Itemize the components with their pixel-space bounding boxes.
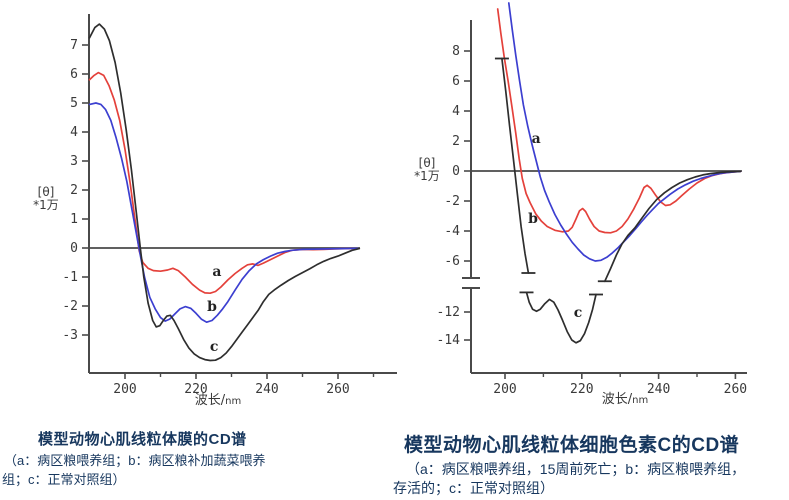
left-chart-caption-line1: （a：病区粮喂养组；b：病区粮补加蔬菜喂养 xyxy=(4,453,266,468)
y-axis-unit-label: [θ] xyxy=(419,156,436,170)
y-tick-label: 0 xyxy=(452,164,460,179)
y-tick-label: -2 xyxy=(444,194,460,209)
series-b xyxy=(88,102,359,324)
chart-left: 7 6 5 4 3 2 1 0 -1 -2 -3 [θ]*1万 200 220 240 260 波长/nm a b c xyxy=(33,14,397,408)
y-tick-label: -14 xyxy=(437,333,461,348)
y-tick-label: -12 xyxy=(437,305,460,320)
x-tick-label: 220 xyxy=(570,382,593,397)
x-axis-label: 波长/nm xyxy=(195,393,241,408)
right-chart-caption-line1: （a：病区粮喂养组，15周前死亡；b：病区粮喂养组， xyxy=(406,461,746,477)
y-tick-label: 4 xyxy=(452,104,460,119)
x-tick-label: 240 xyxy=(647,382,670,397)
x-tick-label: 240 xyxy=(255,382,278,397)
y-tick-label: 1 xyxy=(70,212,78,227)
curve-label-b: b xyxy=(528,211,538,227)
y-tick-label: 3 xyxy=(70,154,78,169)
series-a xyxy=(88,71,359,295)
curve-label-c: c xyxy=(210,339,219,355)
y-tick-label: -3 xyxy=(62,328,78,343)
y-tick-label: -2 xyxy=(62,299,78,314)
right-chart-caption-line2: 存活的；c：正常对照组） xyxy=(393,480,554,496)
series-b xyxy=(507,2,742,262)
series-c xyxy=(501,57,530,274)
y-tick-label: -4 xyxy=(444,224,460,239)
y-axis-unit-label: [θ] xyxy=(38,185,55,199)
left-chart-title: 模型动物心肌线粒体膜的CD谱 xyxy=(38,431,247,448)
y-tick-label: -6 xyxy=(444,254,460,269)
series-c xyxy=(603,170,742,283)
x-tick-label: 260 xyxy=(326,382,349,397)
right-chart-title: 模型动物心肌线粒体细胞色素C的CD谱 xyxy=(404,435,740,456)
x-tick-label: 260 xyxy=(724,382,747,397)
y-tick-label: -1 xyxy=(62,270,78,285)
curve-label-c: c xyxy=(574,305,583,321)
x-axis-label: 波长/nm xyxy=(602,392,648,407)
curve-label-b: b xyxy=(207,299,217,315)
y-tick-label: 8 xyxy=(452,44,460,59)
y-tick-label: 4 xyxy=(70,125,78,140)
y-tick-label: 0 xyxy=(70,241,78,256)
y-tick-label: 2 xyxy=(452,134,460,149)
y-tick-label: 5 xyxy=(70,96,78,111)
series-c xyxy=(88,23,361,362)
x-tick-label: 220 xyxy=(184,382,207,397)
y-axis-unit-label: *1万 xyxy=(414,169,440,183)
series-c xyxy=(525,291,597,344)
chart-right: 8 6 4 2 0 -2 -4 -6 -12 -14 [θ]*1万 200 220 240 260 波长/nm… xyxy=(414,2,747,407)
y-tick-label: 6 xyxy=(70,67,78,82)
y-tick-label: 2 xyxy=(70,183,78,198)
x-tick-label: 200 xyxy=(113,382,136,397)
y-axis-unit-label: *1万 xyxy=(33,198,59,212)
left-chart-caption-line2: 组；c：正常对照组） xyxy=(2,472,126,487)
curve-label-a: a xyxy=(212,264,221,280)
y-tick-label: 7 xyxy=(70,38,78,53)
series-a xyxy=(496,8,742,234)
curve-label-a: a xyxy=(532,131,541,147)
x-tick-label: 200 xyxy=(493,382,516,397)
y-tick-label: 6 xyxy=(452,74,460,89)
